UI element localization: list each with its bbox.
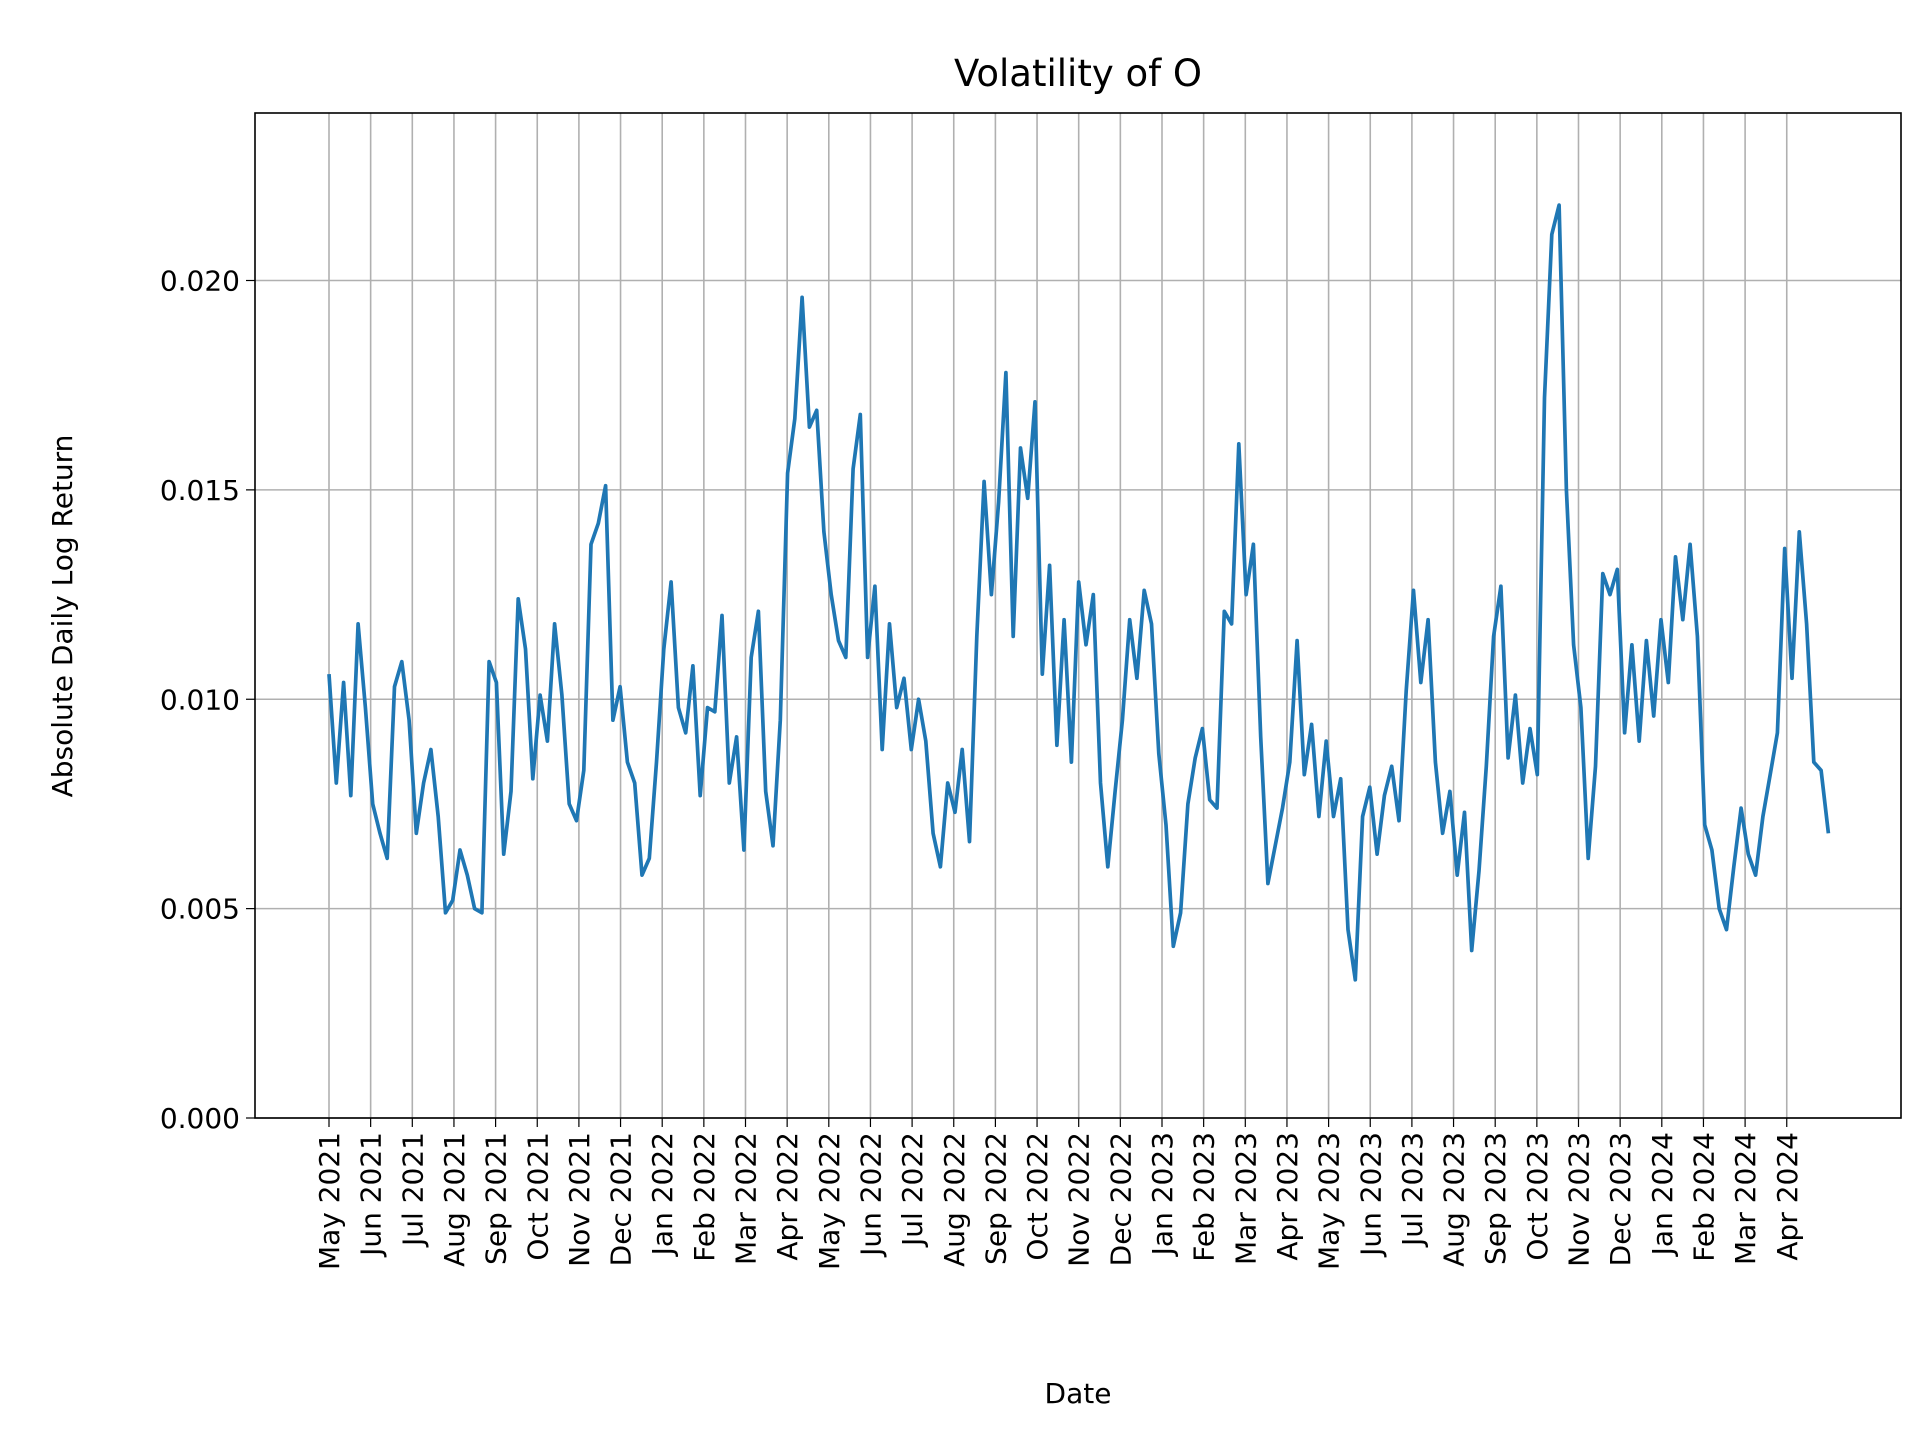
x-tick-label: Jan 2024: [1646, 1132, 1679, 1257]
y-tick-label: 0.000: [160, 1102, 240, 1135]
x-tick-label: Aug 2023: [1438, 1132, 1471, 1267]
y-tick-label: 0.020: [160, 265, 240, 298]
x-tick-label: Apr 2024: [1771, 1132, 1804, 1261]
x-tick-label: Jul 2022: [896, 1132, 929, 1248]
y-tick-label: 0.015: [160, 474, 240, 507]
x-tick-label: Apr 2023: [1271, 1132, 1304, 1261]
x-tick-label: Oct 2022: [1021, 1132, 1054, 1261]
x-tick-label: Aug 2021: [438, 1132, 471, 1267]
x-tick-label: Feb 2024: [1687, 1132, 1720, 1262]
x-tick-label: Sep 2022: [979, 1132, 1012, 1265]
chart-title: Volatility of O: [954, 52, 1202, 95]
x-tick-label: Jul 2021: [396, 1132, 429, 1248]
x-tick-label: Dec 2023: [1604, 1132, 1637, 1266]
x-tick-label: May 2023: [1313, 1132, 1346, 1270]
x-tick-label: Nov 2023: [1563, 1132, 1596, 1267]
x-tick-label: Sep 2021: [480, 1132, 513, 1265]
y-axis-label: Absolute Daily Log Return: [46, 435, 79, 798]
line: [327, 203, 1831, 982]
x-tick-label: Oct 2023: [1521, 1132, 1554, 1261]
x-tick-label: Aug 2022: [938, 1132, 971, 1267]
x-tick-label: Mar 2024: [1729, 1132, 1762, 1265]
x-tick-label: Apr 2022: [771, 1132, 804, 1261]
x-tick-label: Feb 2022: [688, 1132, 721, 1262]
x-tick-label: Dec 2021: [605, 1132, 638, 1266]
x-tick-label: Sep 2023: [1479, 1132, 1512, 1265]
x-tick-label: Jan 2022: [646, 1132, 679, 1257]
x-tick-label: Jan 2023: [1146, 1132, 1179, 1257]
y-tick-label: 0.010: [160, 683, 240, 716]
x-tick-label: Jun 2023: [1354, 1132, 1387, 1258]
x-tick-label: Nov 2021: [563, 1132, 596, 1267]
x-tick-label: Mar 2022: [730, 1132, 763, 1265]
y-tick-label: 0.005: [160, 893, 240, 926]
x-tick-label: Jun 2021: [355, 1132, 388, 1258]
x-tick-label: Mar 2023: [1229, 1132, 1262, 1265]
x-tick-label: Feb 2023: [1188, 1132, 1221, 1262]
x-tick-label: Dec 2022: [1104, 1132, 1137, 1266]
x-tick-label: May 2021: [313, 1132, 346, 1270]
x-tick-label: Jul 2023: [1396, 1132, 1429, 1248]
plot-frame: [254, 112, 1902, 1119]
x-tick-label: Nov 2022: [1063, 1132, 1096, 1267]
x-axis-label: Date: [1045, 1377, 1112, 1410]
x-tick-label: Jun 2022: [854, 1132, 887, 1258]
x-tick-label: Oct 2021: [521, 1132, 554, 1261]
x-tick-label: May 2022: [813, 1132, 846, 1270]
